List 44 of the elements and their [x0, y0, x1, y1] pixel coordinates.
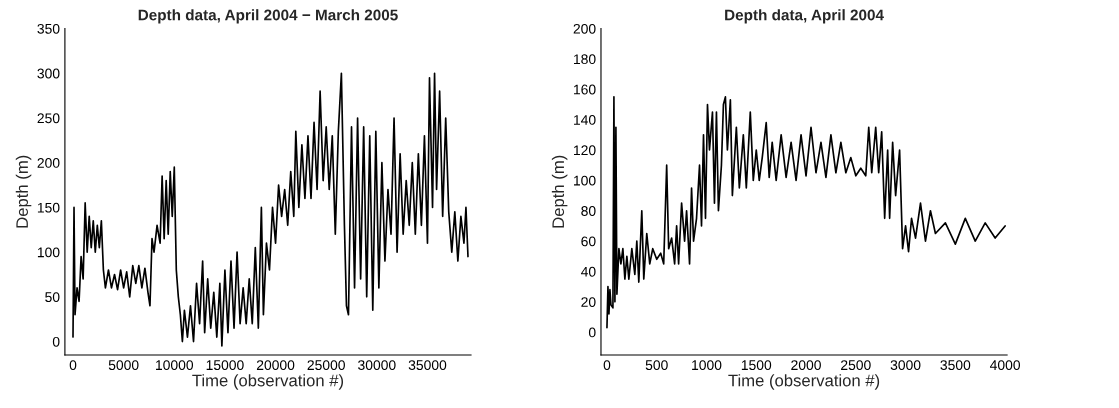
x-tick-label: 5000: [108, 360, 139, 371]
y-axis-title: Depth (m): [551, 155, 568, 228]
x-tick-label: 20000: [256, 360, 295, 371]
x-tick-label: 3000: [890, 360, 921, 371]
y-tick-label: 60: [581, 236, 596, 247]
x-tick-label: 1000: [692, 360, 722, 371]
y-tick-label: 140: [574, 114, 596, 125]
y-tick-label: 350: [37, 23, 60, 34]
x-axis-title: Time (observation #): [192, 374, 344, 390]
y-tick-label: 20: [581, 297, 596, 307]
x-tick-label: 0: [69, 360, 77, 371]
y-tick-label: 50: [45, 292, 60, 302]
x-tick-label: 35000: [408, 360, 447, 371]
chart-title: Depth data, April 2004 − March 2005: [138, 9, 398, 24]
y-tick-label: 100: [37, 247, 60, 258]
y-axis-title: Depth (m): [15, 155, 32, 228]
x-tick-label: 1500: [741, 360, 772, 371]
y-tick-label: 200: [573, 23, 596, 34]
y-tick-label: 200: [37, 158, 60, 168]
y-tick-label: 0: [588, 327, 596, 338]
chart-title: Depth data, April 2004: [725, 9, 884, 24]
y-tick-label: 250: [37, 113, 60, 124]
x-tick-label: 15000: [206, 360, 244, 371]
x-tick-label: 4000: [989, 360, 1021, 371]
x-tick-label: 2500: [841, 360, 871, 371]
y-tick-label: 80: [581, 206, 596, 216]
x-tick-label: 0: [603, 360, 611, 371]
y-tick-label: 0: [52, 336, 60, 347]
x-axis-title: Time (observation #): [728, 374, 880, 390]
y-tick-label: 300: [37, 68, 60, 79]
line-series: [606, 96, 1006, 329]
x-tick-label: 3500: [940, 360, 971, 371]
x-tick-label: 10000: [156, 360, 194, 371]
y-tick-label: 100: [574, 175, 596, 186]
y-tick-label: 40: [580, 266, 596, 277]
y-tick-label: 180: [574, 54, 596, 65]
x-tick-label: 2000: [791, 360, 821, 371]
x-tick-label: 30000: [358, 360, 396, 371]
y-tick-label: 150: [37, 202, 60, 213]
x-tick-label: 500: [645, 360, 668, 371]
y-tick-label: 160: [574, 84, 596, 95]
x-tick-label: 25000: [307, 360, 345, 371]
line-series: [72, 72, 469, 347]
y-tick-label: 120: [574, 145, 596, 156]
